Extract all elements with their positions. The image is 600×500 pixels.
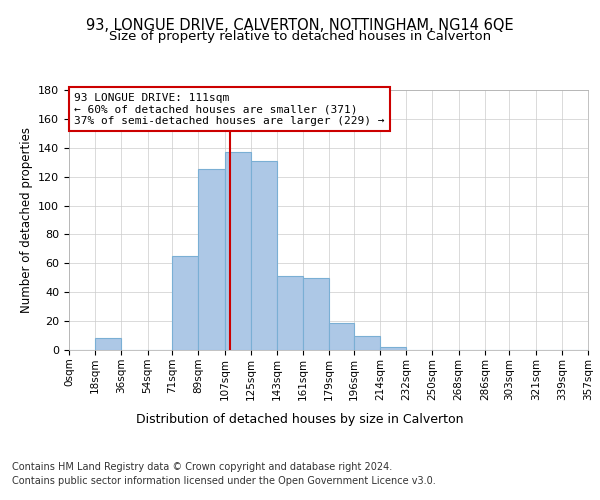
Bar bbox=[199, 170, 224, 350]
Text: 93 LONGUE DRIVE: 111sqm
← 60% of detached houses are smaller (371)
37% of semi-d: 93 LONGUE DRIVE: 111sqm ← 60% of detache… bbox=[74, 92, 385, 126]
Bar bbox=[354, 336, 380, 350]
Bar bbox=[251, 161, 277, 350]
Text: Size of property relative to detached houses in Calverton: Size of property relative to detached ho… bbox=[109, 30, 491, 43]
Text: Contains public sector information licensed under the Open Government Licence v3: Contains public sector information licen… bbox=[12, 476, 436, 486]
Bar bbox=[380, 347, 406, 350]
Bar bbox=[303, 278, 329, 350]
Bar bbox=[277, 276, 303, 350]
Bar bbox=[95, 338, 121, 350]
Bar bbox=[329, 322, 354, 350]
Text: Contains HM Land Registry data © Crown copyright and database right 2024.: Contains HM Land Registry data © Crown c… bbox=[12, 462, 392, 472]
Text: Distribution of detached houses by size in Calverton: Distribution of detached houses by size … bbox=[136, 412, 464, 426]
Bar bbox=[172, 256, 199, 350]
Bar bbox=[224, 152, 251, 350]
Y-axis label: Number of detached properties: Number of detached properties bbox=[20, 127, 32, 313]
Text: 93, LONGUE DRIVE, CALVERTON, NOTTINGHAM, NG14 6QE: 93, LONGUE DRIVE, CALVERTON, NOTTINGHAM,… bbox=[86, 18, 514, 32]
